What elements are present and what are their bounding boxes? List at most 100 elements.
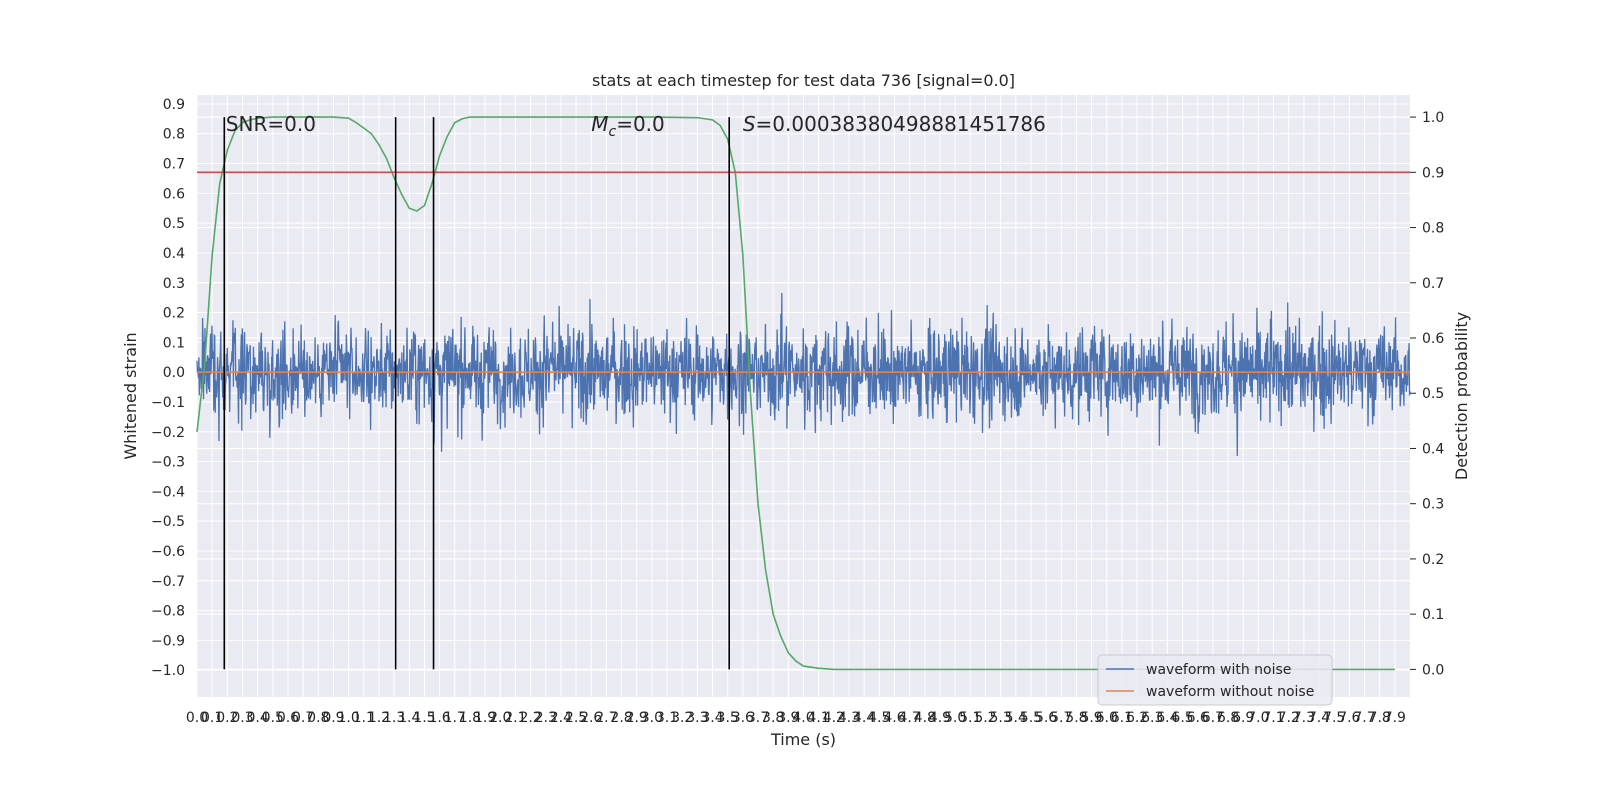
x-tick-label: 6.3	[1141, 710, 1163, 726]
chart-title: stats at each timestep for test data 736…	[592, 71, 1015, 90]
x-tick-label: 1.2	[368, 710, 390, 726]
x-tick-label: 2.3	[535, 710, 557, 726]
x-tick-label: 4.5	[868, 710, 890, 726]
tick-labels: 0.00.10.20.30.40.50.60.70.80.91.01.11.21…	[151, 97, 1444, 726]
x-tick-label: 7.4	[1308, 710, 1330, 726]
x-tick-label: 2.7	[595, 710, 617, 726]
y-tick-label: 0.5	[163, 216, 185, 232]
y-tick-label: −0.4	[151, 484, 185, 500]
x-tick-label: 6.0	[1096, 710, 1118, 726]
x-tick-label: 1.9	[474, 710, 496, 726]
x-tick-label: 2.4	[550, 710, 572, 726]
waveform-with-noise-line	[196, 293, 1411, 457]
y2-tick-label: 0.3	[1422, 497, 1444, 513]
x-tick-label: 1.8	[459, 710, 481, 726]
x-tick-label: 5.8	[1065, 710, 1087, 726]
x-tick-label: 7.0	[1247, 710, 1269, 726]
x-tick-label: 5.6	[1035, 710, 1057, 726]
y-tick-label: 0.6	[163, 186, 185, 202]
series-lines	[196, 116, 1410, 671]
x-tick-label: 5.5	[1020, 710, 1042, 726]
x-tick-label: 7.1	[1262, 710, 1284, 726]
legend: waveform with noise waveform without nois…	[1097, 654, 1333, 706]
y2-tick-label: 0.7	[1422, 276, 1444, 292]
y-tick-label: −0.3	[151, 455, 185, 471]
y-tick-label: −0.8	[151, 604, 185, 620]
y2-tick-label: 0.9	[1422, 165, 1444, 181]
y-tick-label: −0.6	[151, 544, 185, 560]
x-tick-label: 2.5	[565, 710, 587, 726]
y-tick-label: 0.1	[163, 335, 185, 351]
x-tick-label: 3.0	[641, 710, 663, 726]
x-tick-label: 0.3	[231, 710, 253, 726]
y-tick-label: −0.5	[151, 514, 185, 530]
y-tick-label: −0.9	[151, 633, 185, 649]
x-tick-label: 3.4	[701, 710, 723, 726]
x-tick-label: 4.2	[823, 710, 845, 726]
annotation-1: SNR=0.0	[226, 112, 316, 136]
y-tick-label: 0.2	[163, 306, 185, 322]
x-tick-label: 3.7	[747, 710, 769, 726]
x-tick-label: 1.5	[413, 710, 435, 726]
x-tick-label: 1.4	[398, 710, 420, 726]
y-axis-label: Whitened strain	[121, 332, 140, 459]
x-tick-label: 2.0	[489, 710, 511, 726]
detection-probability-line	[196, 116, 1395, 671]
x-tick-label: 3.9	[777, 710, 799, 726]
y2-tick-label: 0.1	[1422, 607, 1444, 623]
x-tick-label: 1.1	[353, 710, 375, 726]
x-tick-label: 3.2	[671, 710, 693, 726]
x-tick-label: 5.3	[989, 710, 1011, 726]
legend-entry: waveform with noise	[1146, 662, 1291, 678]
legend-entry: waveform without noise	[1146, 684, 1314, 700]
x-tick-label: 6.9	[1232, 710, 1254, 726]
y-tick-label: −0.7	[151, 574, 185, 590]
x-tick-label: 5.4	[1005, 710, 1027, 726]
x-tick-label: 2.6	[580, 710, 602, 726]
x-tick-label: 0.1	[201, 710, 223, 726]
x-tick-label: 4.4	[853, 710, 875, 726]
x-tick-label: 2.1	[504, 710, 526, 726]
vertical-markers	[223, 117, 731, 670]
x-tick-label: 7.7	[1353, 710, 1375, 726]
x-tick-label: 6.6	[1187, 710, 1209, 726]
annotation-3: S=0.00038380498881451786	[743, 112, 1046, 136]
y-tick-label: −0.2	[151, 425, 185, 441]
x-tick-label: 6.8	[1217, 710, 1239, 726]
x-tick-label: 6.4	[1156, 710, 1178, 726]
x-tick-label: 5.2	[974, 710, 996, 726]
grid	[196, 95, 1410, 697]
annotation-2: Mc=0.0	[591, 112, 665, 140]
y2-tick-label: 0.2	[1422, 552, 1444, 568]
x-tick-label: 7.6	[1338, 710, 1360, 726]
x-tick-label: 7.3	[1293, 710, 1315, 726]
x-tick-label: 1.3	[383, 710, 405, 726]
y-tick-label: 0.9	[163, 97, 185, 113]
x-tick-label: 1.7	[444, 710, 466, 726]
x-tick-label: 0.8	[307, 710, 329, 726]
y2-tick-label: 1.0	[1422, 110, 1444, 126]
legend-box	[1097, 654, 1333, 706]
y2-tick-label: 0.0	[1422, 662, 1444, 678]
y-tick-label: 0.7	[163, 157, 185, 173]
x-tick-label: 6.1	[1111, 710, 1133, 726]
x-tick-label: 4.9	[929, 710, 951, 726]
x-tick-label: 2.8	[610, 710, 632, 726]
x-tick-label: 2.9	[626, 710, 648, 726]
x-tick-label: 4.8	[914, 710, 936, 726]
y-tick-label: 0.8	[163, 127, 185, 143]
x-tick-label: 0.9	[322, 710, 344, 726]
x-tick-label: 6.7	[1202, 710, 1224, 726]
annotations: SNR=0.0 Mc=0.0 S=0.00038380498881451786	[226, 112, 1046, 140]
x-tick-label: 7.2	[1278, 710, 1300, 726]
y2-tick-label: 0.8	[1422, 221, 1444, 237]
x-tick-label: 5.9	[1080, 710, 1102, 726]
x-tick-label: 7.9	[1384, 710, 1406, 726]
x-tick-label: 0.6	[277, 710, 299, 726]
x-tick-label: 7.8	[1369, 710, 1391, 726]
x-tick-label: 1.6	[428, 710, 450, 726]
y-tick-label: 0.4	[163, 246, 185, 262]
x-tick-label: 4.7	[899, 710, 921, 726]
x-tick-label: 0.7	[292, 710, 314, 726]
